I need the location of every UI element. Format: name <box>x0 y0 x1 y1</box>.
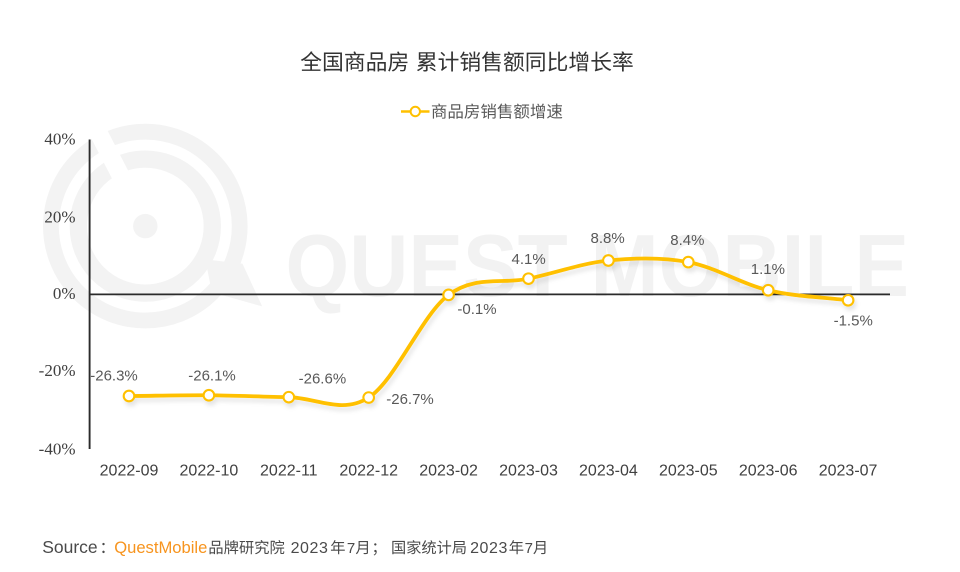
svg-text:2022-10: 2022-10 <box>180 463 239 480</box>
svg-text:2023-06: 2023-06 <box>739 463 798 480</box>
svg-text:2022-09: 2022-09 <box>100 463 159 480</box>
svg-text:2022-12: 2022-12 <box>339 463 398 480</box>
svg-text:1.1%: 1.1% <box>751 261 785 278</box>
svg-text:4.1%: 4.1% <box>511 251 545 268</box>
svg-text:2023-03: 2023-03 <box>499 463 558 480</box>
svg-text:-20%: -20% <box>39 361 76 380</box>
svg-text:QUEST MOBILE: QUEST MOBILE <box>286 216 910 315</box>
svg-text:2022-11: 2022-11 <box>260 463 318 480</box>
svg-text:2023: 2023 <box>470 540 508 557</box>
svg-text:2023-05: 2023-05 <box>659 463 718 480</box>
svg-text:20%: 20% <box>44 207 75 226</box>
svg-text:QuestMobile: QuestMobile <box>114 538 207 557</box>
svg-text:-26.7%: -26.7% <box>386 391 434 408</box>
svg-text:-0.1%: -0.1% <box>457 301 496 318</box>
svg-text:-26.1%: -26.1% <box>188 367 236 384</box>
svg-text:40%: 40% <box>44 129 75 148</box>
svg-text:2023-02: 2023-02 <box>419 463 478 480</box>
svg-text:-1.5%: -1.5% <box>834 312 873 329</box>
svg-text:2023-07: 2023-07 <box>819 463 878 480</box>
svg-text:8.8%: 8.8% <box>590 230 624 247</box>
svg-text:7: 7 <box>347 540 355 557</box>
svg-text:-26.3%: -26.3% <box>90 367 138 384</box>
svg-text:-26.6%: -26.6% <box>299 371 347 388</box>
svg-text:-40%: -40% <box>39 440 76 459</box>
svg-text:8.4%: 8.4% <box>670 232 704 249</box>
svg-text:7: 7 <box>525 540 533 557</box>
svg-text:Source: Source <box>42 537 97 557</box>
svg-text:2023: 2023 <box>291 540 329 557</box>
svg-text:2023-04: 2023-04 <box>579 463 638 480</box>
svg-text:0%: 0% <box>53 284 76 303</box>
